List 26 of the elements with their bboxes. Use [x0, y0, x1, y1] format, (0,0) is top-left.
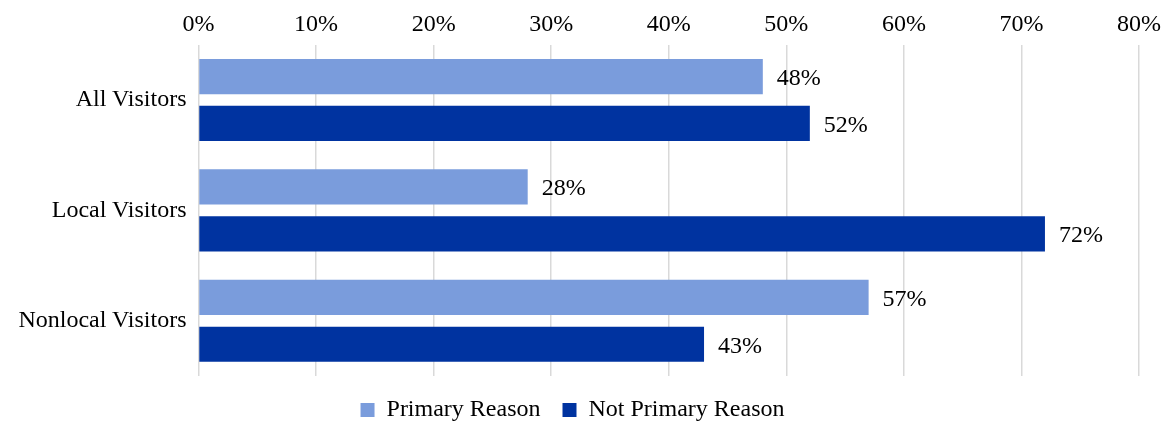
data-label: 72%: [1058, 221, 1103, 248]
bar: [199, 279, 869, 315]
x-tick-label: 0%: [182, 9, 215, 36]
x-tick-label: 20%: [411, 9, 456, 36]
bar: [199, 105, 810, 142]
x-tick-label: 10%: [294, 9, 339, 36]
x-tick-label: 60%: [881, 9, 926, 36]
legend-label: Not Primary Reason: [588, 395, 785, 422]
data-label: 57%: [882, 284, 927, 311]
bar: [199, 169, 528, 205]
bar: [199, 216, 1045, 252]
bar: [199, 326, 705, 362]
y-tick-label: Nonlocal Visitors: [18, 306, 187, 333]
x-tick-label: 70%: [999, 9, 1044, 36]
x-tick-label: 80%: [1117, 9, 1161, 36]
data-label: 28%: [541, 174, 586, 201]
data-label: 43%: [718, 331, 763, 358]
data-label: 48%: [776, 63, 821, 90]
data-label: 52%: [823, 110, 868, 137]
y-tick-label: All Visitors: [75, 85, 187, 112]
bar: [199, 58, 763, 95]
x-tick-label: 40%: [646, 9, 691, 36]
y-tick-label: Local Visitors: [51, 195, 187, 222]
x-tick-label: 30%: [529, 9, 574, 36]
legend-label: Primary Reason: [386, 395, 541, 422]
x-tick-label: 50%: [764, 9, 809, 36]
